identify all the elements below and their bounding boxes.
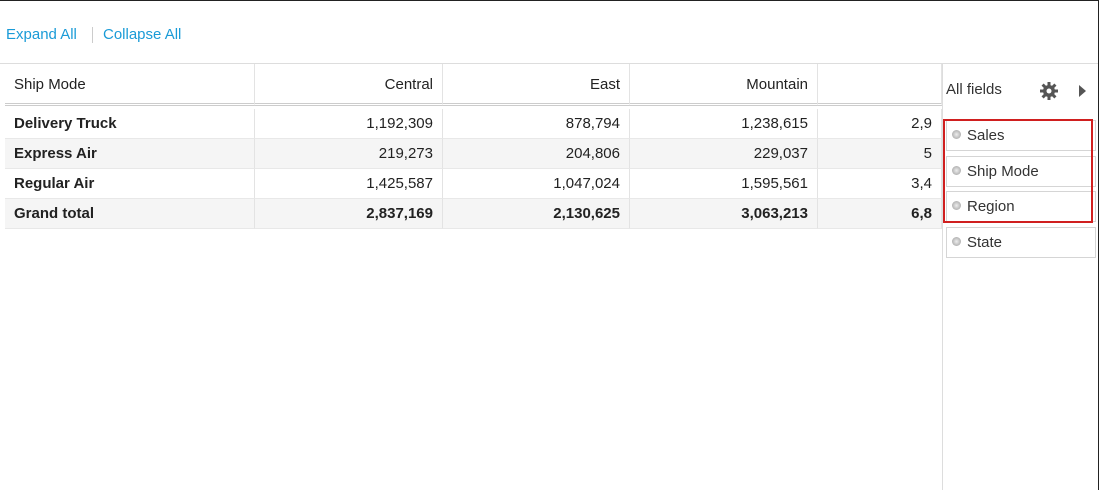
field-icon: [952, 237, 961, 246]
value-cell: 3,063,213: [630, 199, 818, 229]
field-label: Region: [967, 198, 1015, 215]
value-cell: 3,4: [818, 169, 942, 199]
fields-panel: All fields Sales Ship Mode Region State: [942, 64, 1098, 490]
value-cell: 5: [818, 139, 942, 169]
value-cell: 1,238,615: [630, 109, 818, 139]
column-header: [818, 64, 942, 106]
column-header: Mountain: [630, 64, 818, 106]
field-icon: [952, 166, 961, 175]
value-cell: 878,794: [443, 109, 630, 139]
column-header: Central: [255, 64, 443, 106]
value-cell: 1,595,561: [630, 169, 818, 199]
value-cell: 219,273: [255, 139, 443, 169]
value-cell: 6,8: [818, 199, 942, 229]
column-header: East: [443, 64, 630, 106]
column-header: Ship Mode: [5, 64, 255, 106]
value-cell: 2,9: [818, 109, 942, 139]
collapse-arrow[interactable]: [1077, 84, 1087, 98]
field-icon: [952, 201, 961, 210]
row-header: Express Air: [5, 139, 255, 169]
value-cell: 1,425,587: [255, 169, 443, 199]
field-label: State: [967, 234, 1003, 251]
value-cell: 2,837,169: [255, 199, 443, 229]
collapse-all-link[interactable]: Collapse All: [103, 26, 182, 43]
value-cell: 229,037: [630, 139, 818, 169]
value-cell: 1,192,309: [255, 109, 443, 139]
field-icon: [952, 130, 961, 139]
separator: [92, 27, 93, 43]
value-cell: 2,130,625: [443, 199, 630, 229]
field-label: Ship Mode: [967, 163, 1039, 180]
row-header: Delivery Truck: [5, 109, 255, 139]
field-label: Sales: [967, 127, 1005, 144]
divider: [0, 63, 1098, 64]
expand-all-link[interactable]: Expand All: [6, 26, 77, 43]
field-item[interactable]: Ship Mode: [946, 156, 1096, 187]
panel-title: All fields: [946, 81, 1002, 98]
value-cell: 1,047,024: [443, 169, 630, 199]
row-header: Regular Air: [5, 169, 255, 199]
field-item[interactable]: State: [946, 227, 1096, 258]
highlight-box: [943, 119, 1093, 223]
row-header: Grand total: [5, 199, 255, 229]
settings-icon[interactable]: [1039, 81, 1059, 101]
value-cell: 204,806: [443, 139, 630, 169]
